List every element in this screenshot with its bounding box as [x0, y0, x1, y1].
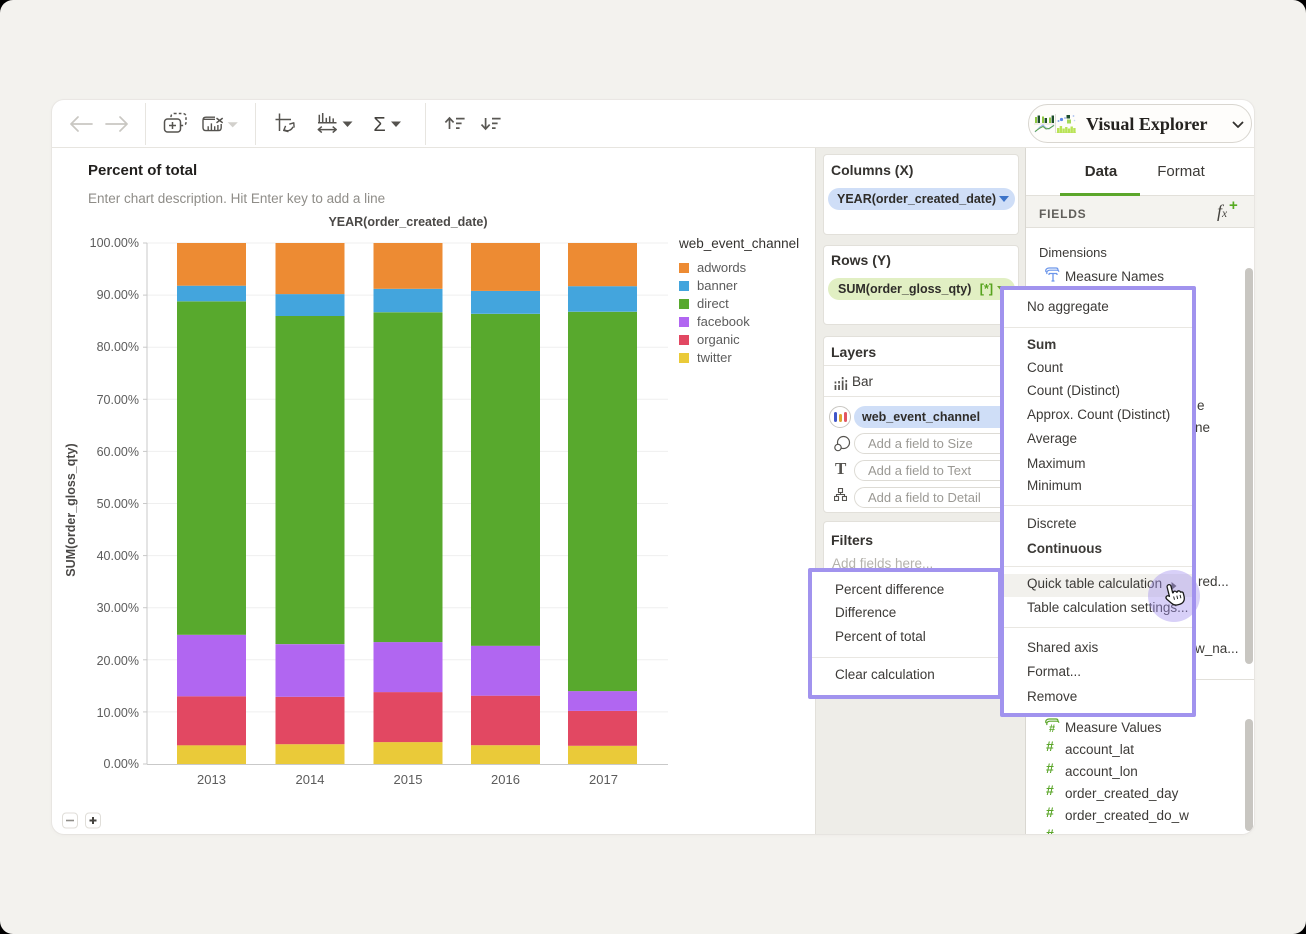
svg-text:SUM(order_gloss_qty): SUM(order_gloss_qty): [64, 443, 78, 576]
svg-text:70.00%: 70.00%: [97, 393, 139, 407]
svg-text:#: #: [1049, 723, 1055, 734]
svg-text:100.00%: 100.00%: [90, 236, 139, 250]
svg-text:Σ: Σ: [373, 114, 385, 136]
svg-text:YEAR(order_created_date): YEAR(order_created_date): [328, 215, 487, 229]
svg-text:2017: 2017: [589, 772, 618, 787]
svg-text:direct: direct: [697, 296, 729, 311]
svg-text:Percent of total: Percent of total: [88, 162, 197, 179]
svg-text:web_event_channel: web_event_channel: [678, 236, 799, 251]
svg-text:50.00%: 50.00%: [97, 497, 139, 511]
svg-text:60.00%: 60.00%: [97, 445, 139, 459]
svg-text:facebook: facebook: [697, 314, 750, 329]
svg-text:adwords: adwords: [697, 260, 747, 275]
svg-text:2013: 2013: [197, 772, 226, 787]
svg-text:80.00%: 80.00%: [97, 340, 139, 354]
svg-text:90.00%: 90.00%: [97, 288, 139, 302]
svg-text:banner: banner: [697, 278, 738, 293]
svg-text:20.00%: 20.00%: [97, 654, 139, 668]
svg-text:organic: organic: [697, 332, 740, 347]
svg-text:2014: 2014: [296, 772, 325, 787]
svg-text:Enter chart description. Hit E: Enter chart description. Hit Enter key t…: [88, 191, 385, 206]
svg-text:2015: 2015: [394, 772, 423, 787]
svg-text:0.00%: 0.00%: [104, 757, 139, 771]
svg-text:twitter: twitter: [697, 350, 732, 365]
svg-text:2016: 2016: [491, 772, 520, 787]
svg-text:30.00%: 30.00%: [97, 601, 139, 615]
svg-text:10.00%: 10.00%: [97, 706, 139, 720]
svg-text:40.00%: 40.00%: [97, 549, 139, 563]
